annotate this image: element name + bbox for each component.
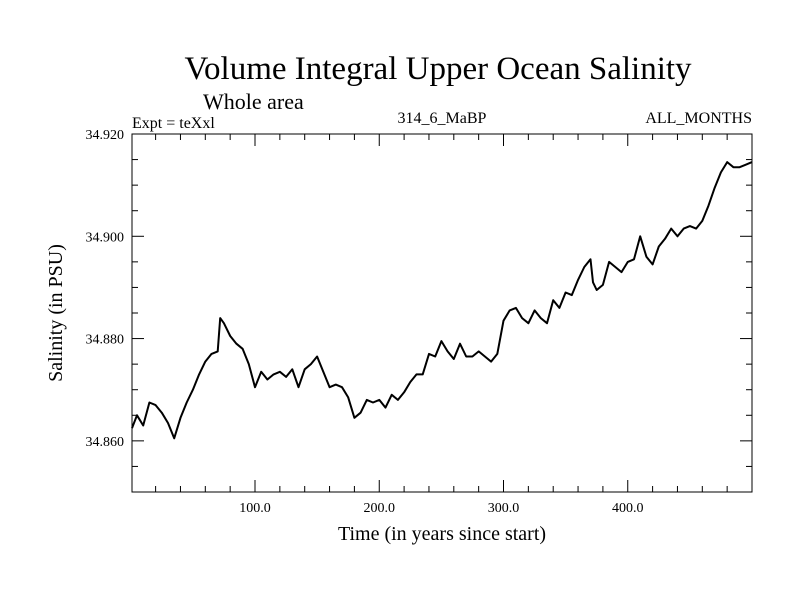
- y-tick-label: 34.860: [86, 435, 125, 450]
- salinity-series-line: [131, 161, 753, 440]
- x-axis-label: Time (in years since start): [338, 523, 546, 545]
- axis-ticks: [132, 134, 752, 492]
- y-tick-label: 34.880: [86, 333, 125, 348]
- x-tick-label: 300.0: [488, 501, 520, 516]
- y-tick-label: 34.920: [86, 128, 125, 143]
- run-id-label: 314_6_MaBP: [398, 110, 487, 127]
- plot-frame: [131, 133, 753, 493]
- x-tick-label: 400.0: [612, 501, 644, 516]
- y-tick-label: 34.900: [86, 230, 125, 245]
- experiment-label: Expt = teXxl: [132, 115, 215, 132]
- chart-title: Volume Integral Upper Ocean Salinity: [184, 51, 692, 87]
- x-tick-label: 200.0: [364, 501, 396, 516]
- x-tick-label: 100.0: [239, 501, 271, 516]
- chart-subtitle: Whole area: [203, 89, 304, 114]
- y-axis-label: Salinity (in PSU): [45, 244, 67, 382]
- axis-tick-labels: 100.0 200.0 300.0 400.0 34.860 34.880 34.900 34…: [86, 128, 644, 516]
- months-label: ALL_MONTHS: [645, 110, 752, 127]
